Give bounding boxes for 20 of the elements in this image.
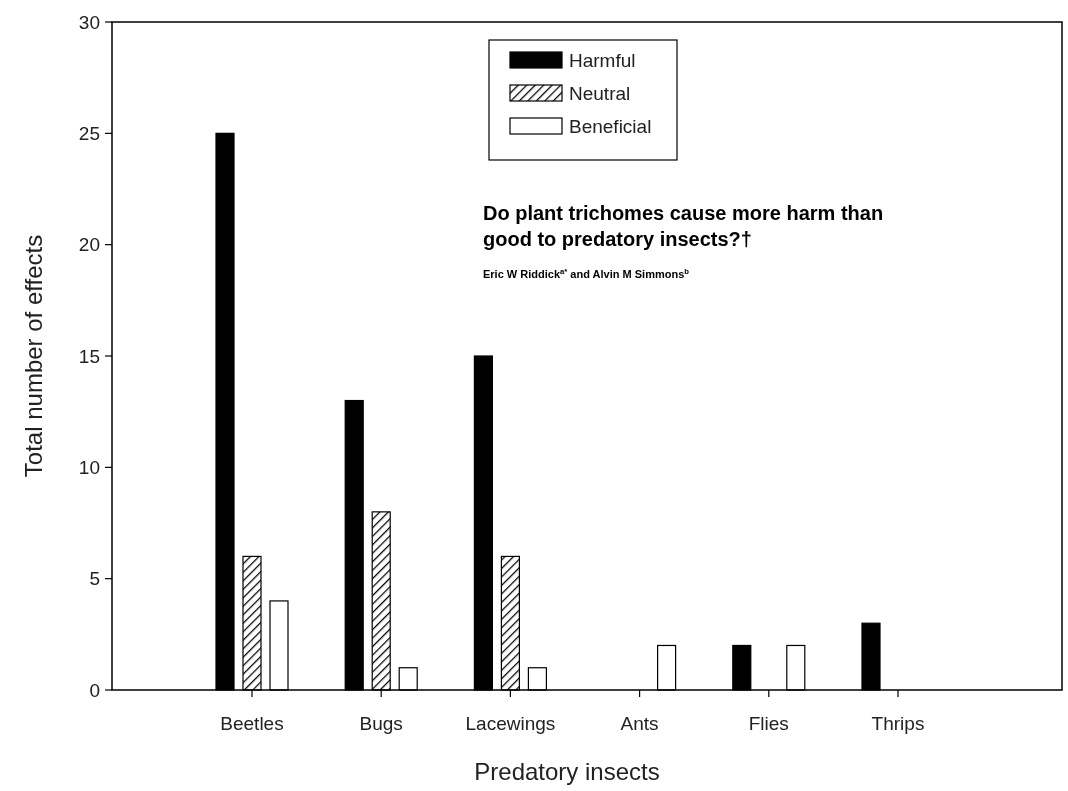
y-axis-title: Total number of effects [20,234,47,478]
annotation: Do plant trichomes cause more harm than good to predatory insects?† [483,202,884,250]
y-tick-label: 20 [78,234,100,256]
x-tick-label: Thrips [871,713,925,734]
y-tick-label: 0 [89,679,100,701]
x-axis-title: Predatory insects [474,758,660,785]
y-tick-label: 10 [78,456,100,478]
y-tick-label: 25 [78,122,100,144]
legend-label: Harmful [569,49,636,71]
y-tick-label: 15 [78,345,100,367]
annotation: Eric W Riddick$^{a*}$ and Alvin M Simmons$^{b}$ [483,266,690,280]
x-tick-label: Lacewings [465,713,556,734]
y-tick-label: 5 [89,568,100,590]
x-tick-label: Flies [748,713,789,734]
legend-label: Beneficial [569,115,652,137]
legend-label: Neutral [569,82,631,104]
y-tick-label: 30 [78,11,100,33]
x-tick-label: Ants [620,713,659,734]
x-tick-label: Bugs [359,713,403,734]
x-tick-label: Beetles [220,713,284,734]
